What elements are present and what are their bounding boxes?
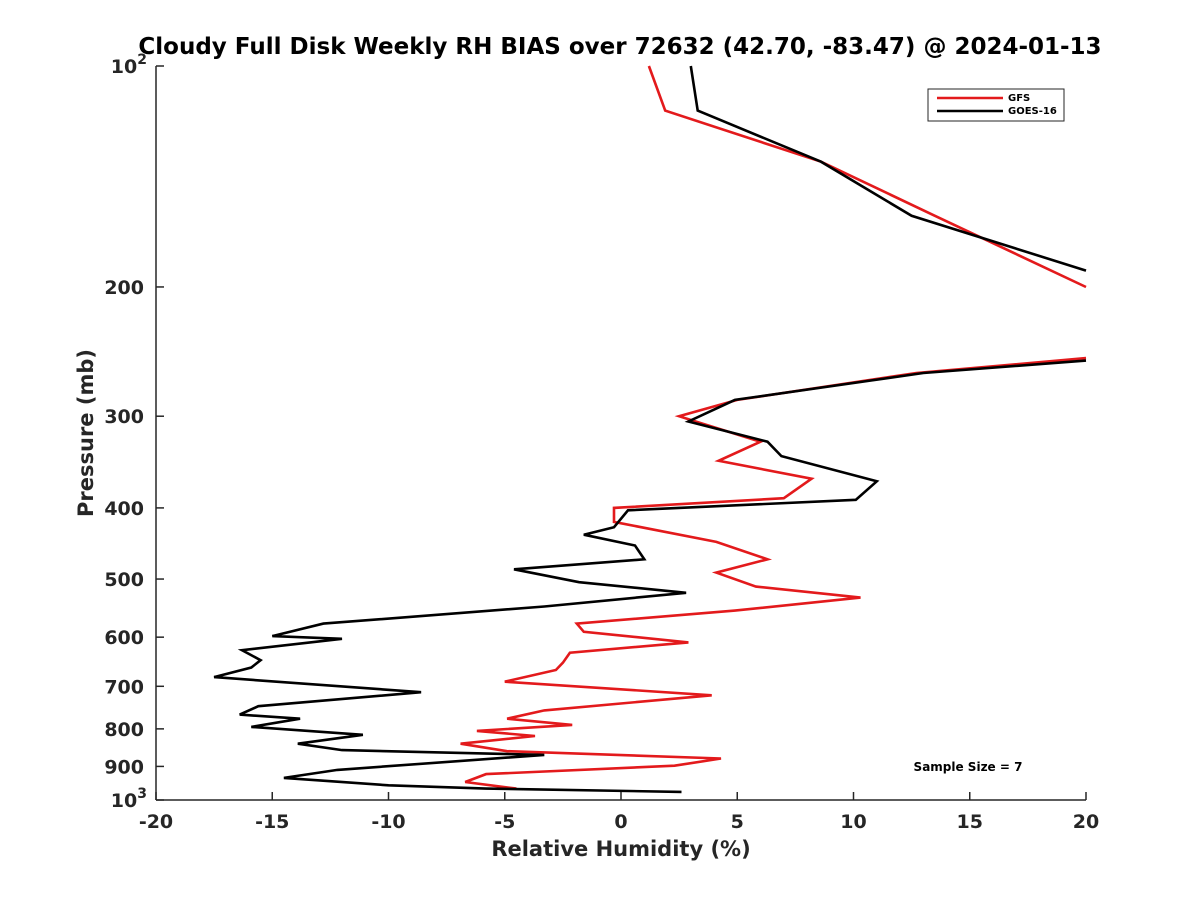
chart-title: Cloudy Full Disk Weekly RH BIAS over 726…	[138, 34, 1101, 60]
x-tick-label: 20	[1073, 811, 1099, 833]
legend-label-gfs: GFS	[1008, 93, 1030, 104]
x-axis: -20 -15 -10 -5 0 5 10 15 20	[139, 792, 1099, 833]
y-tick-label: 500	[104, 569, 144, 591]
x-tick-label: 10	[840, 811, 866, 833]
sample-size-annotation: Sample Size = 7	[914, 760, 1023, 774]
y-axis-label: Pressure (mb)	[74, 349, 98, 517]
series-line-goes16-segment-1	[689, 65, 1087, 272]
x-tick-label: -5	[494, 811, 515, 833]
y-tick-label: 700	[104, 676, 144, 698]
x-tick-label: 15	[957, 811, 983, 833]
legend-box	[927, 88, 1065, 122]
x-tick-label: 0	[614, 811, 627, 833]
legend-label-goes16: GOES-16	[1008, 106, 1057, 117]
y-tick-label: 200	[104, 277, 144, 299]
y-tick-label: 900	[104, 756, 144, 778]
x-tick-label: -20	[139, 811, 173, 833]
legend: GFS GOES-16	[927, 88, 1065, 122]
y-tick-label: 300	[104, 406, 144, 428]
y-axis: 102 200 300 400 500 600 700 800 900 103	[104, 52, 164, 812]
series-line-gfs-segment-2	[460, 356, 1087, 790]
y-tick-label: 600	[104, 627, 144, 649]
series-line-goes16-segment-2	[213, 359, 1087, 794]
y-tick-label: 103	[111, 786, 147, 812]
x-axis-label: Relative Humidity (%)	[491, 837, 750, 861]
x-tick-label: -15	[255, 811, 289, 833]
y-tick-label: 400	[104, 498, 144, 520]
x-tick-label: 5	[731, 811, 744, 833]
y-tick-label: 102	[111, 52, 147, 78]
x-tick-label: -10	[371, 811, 405, 833]
y-tick-label: 800	[104, 719, 144, 741]
